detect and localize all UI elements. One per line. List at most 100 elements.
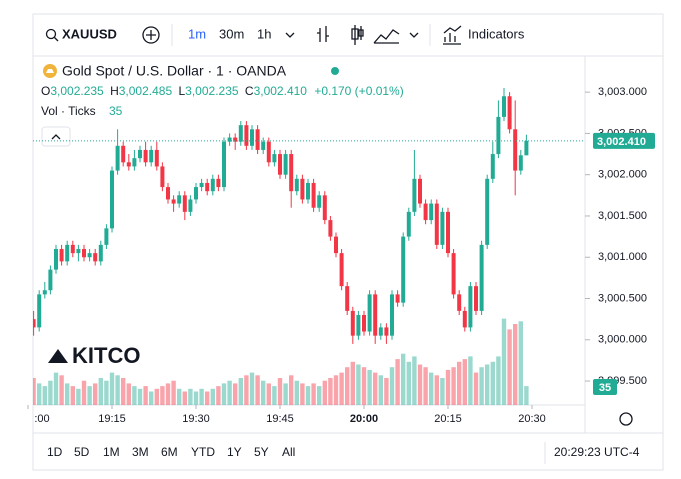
candle-body bbox=[485, 178, 490, 245]
candle-body bbox=[115, 145, 120, 171]
volume-bar bbox=[126, 383, 131, 405]
bar-style-icon[interactable] bbox=[317, 26, 329, 42]
volume-bar bbox=[401, 353, 406, 405]
volume-bar bbox=[462, 359, 467, 405]
volume-bar bbox=[311, 383, 316, 405]
volume-bar bbox=[451, 367, 456, 405]
volume-bar bbox=[205, 391, 210, 405]
interval[interactable]: 1h bbox=[257, 26, 271, 41]
chart-style-dropdown[interactable] bbox=[409, 32, 419, 38]
volume-bar bbox=[429, 372, 434, 405]
range-button[interactable]: 5D bbox=[74, 445, 90, 459]
candle-body bbox=[474, 286, 478, 311]
candle-body bbox=[339, 253, 344, 287]
candle-body bbox=[468, 286, 473, 328]
volume-bar bbox=[37, 383, 42, 405]
close-value: 3,002.410 bbox=[254, 84, 308, 98]
volume-bar bbox=[277, 378, 283, 405]
volume-bar bbox=[33, 378, 36, 405]
volume-bar bbox=[93, 383, 98, 405]
open-label: O bbox=[41, 84, 50, 98]
settings-icon[interactable] bbox=[619, 412, 633, 426]
collapse-arrow bbox=[51, 134, 61, 140]
candle-body bbox=[82, 248, 86, 258]
candle-body bbox=[507, 96, 512, 130]
candle-body bbox=[446, 211, 450, 254]
volume-bar bbox=[132, 386, 137, 405]
candle-body bbox=[194, 187, 198, 200]
candle-body bbox=[317, 195, 322, 208]
volume-bar bbox=[149, 391, 154, 405]
range-button[interactable]: 5Y bbox=[254, 445, 269, 459]
indicators-button[interactable]: Indicators bbox=[468, 26, 525, 41]
candle-body bbox=[244, 125, 249, 146]
candle-body bbox=[188, 199, 193, 212]
symbol[interactable]: XAUUSD bbox=[62, 26, 117, 41]
x-tick-label: :00 bbox=[34, 413, 49, 425]
range-bar: 1D 5D 1M 3M 6M YTD 1Y 5Y All bbox=[47, 445, 295, 459]
volume-bar bbox=[305, 386, 311, 405]
volume-bar bbox=[283, 383, 288, 405]
candle-body bbox=[378, 327, 383, 336]
volume-bar bbox=[233, 383, 238, 405]
kitco-logo: KITCO bbox=[72, 343, 140, 368]
high-value: 3,002.485 bbox=[119, 84, 173, 98]
volume-bar bbox=[143, 386, 148, 405]
range-button[interactable]: 1Y bbox=[227, 445, 242, 459]
open-value: 3,002.235 bbox=[50, 84, 104, 98]
interval-dropdown[interactable] bbox=[285, 32, 295, 38]
candle-style-icon[interactable] bbox=[351, 25, 364, 45]
volume-bar bbox=[42, 386, 47, 405]
indicators-icon[interactable] bbox=[443, 25, 462, 45]
candle-body bbox=[311, 182, 316, 208]
interval[interactable]: 30m bbox=[219, 26, 244, 41]
axes: 3,003.0003,002.5003,002.0003,001.5003,00… bbox=[27, 86, 655, 425]
candle-body bbox=[87, 253, 92, 258]
area-style-icon[interactable] bbox=[373, 29, 400, 44]
x-tick-label: 20:00 bbox=[350, 413, 378, 425]
candle-body bbox=[395, 294, 400, 303]
candle-body bbox=[513, 129, 518, 171]
volume-bar bbox=[227, 380, 232, 405]
candle-body bbox=[110, 170, 114, 229]
candle-body bbox=[345, 286, 350, 311]
range-button[interactable]: 1D bbox=[47, 445, 63, 459]
volume-bar bbox=[137, 388, 143, 405]
range-button[interactable]: All bbox=[282, 445, 295, 459]
candle-body bbox=[210, 178, 215, 192]
range-button[interactable]: YTD bbox=[191, 445, 215, 459]
candle-body bbox=[524, 140, 529, 156]
volume-bar bbox=[473, 372, 479, 405]
candle-body bbox=[356, 315, 361, 336]
candle-body bbox=[367, 294, 372, 332]
collapse-legend[interactable] bbox=[41, 126, 71, 147]
add-symbol-plus bbox=[146, 30, 156, 40]
candle-body bbox=[227, 137, 232, 142]
candle-body bbox=[93, 253, 98, 262]
candle-body bbox=[328, 220, 333, 237]
interval[interactable]: 1m bbox=[188, 26, 206, 41]
candle-body bbox=[289, 154, 294, 192]
range-button[interactable]: 6M bbox=[161, 445, 178, 459]
search-icon[interactable] bbox=[45, 28, 57, 40]
range-button[interactable]: 1M bbox=[103, 445, 120, 459]
volume-bar bbox=[356, 364, 361, 405]
volume-bar bbox=[434, 375, 439, 405]
volume-bar bbox=[98, 378, 103, 405]
volume-bar bbox=[496, 356, 501, 405]
low-label: L bbox=[178, 84, 185, 98]
volume-bar bbox=[216, 386, 221, 405]
candle-body bbox=[171, 199, 176, 204]
volume-bar bbox=[165, 383, 171, 405]
volume-bar bbox=[48, 380, 53, 405]
legend-title: Gold Spot / U.S. Dollar · 1 · OANDA bbox=[62, 63, 287, 79]
add-symbol[interactable] bbox=[142, 26, 160, 44]
candle-body bbox=[294, 178, 299, 192]
x-tick-label: 19:45 bbox=[266, 413, 294, 425]
volume-bar bbox=[121, 378, 126, 405]
volume-bar bbox=[513, 324, 518, 405]
candle-body bbox=[132, 158, 137, 167]
range-button[interactable]: 3M bbox=[132, 445, 149, 459]
volume-value: 35 bbox=[109, 104, 123, 118]
